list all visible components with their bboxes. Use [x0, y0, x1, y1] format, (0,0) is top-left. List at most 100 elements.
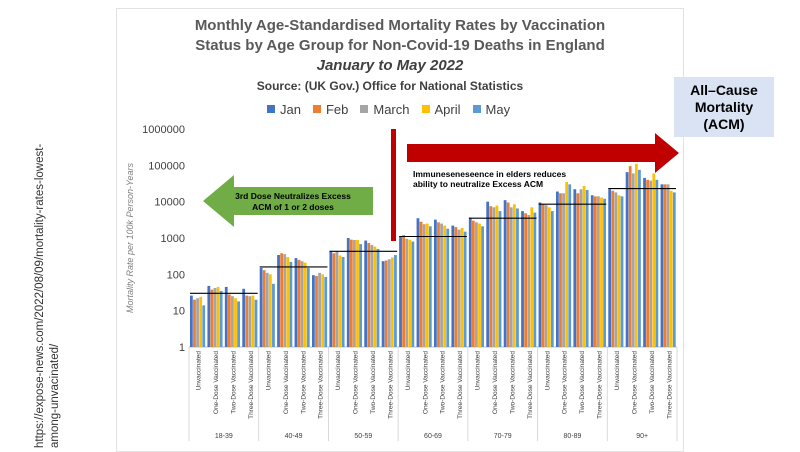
bar	[503, 200, 507, 347]
bar	[390, 257, 394, 347]
y-tick-label: 100000	[148, 160, 185, 172]
bar	[364, 240, 368, 347]
bar	[210, 289, 214, 347]
legend-item-may: May	[472, 102, 510, 117]
bar	[527, 214, 531, 347]
bar	[547, 207, 551, 347]
bar	[248, 296, 252, 347]
bar	[486, 201, 490, 347]
bar	[349, 239, 353, 347]
bar	[265, 272, 269, 347]
y-tick-label: 1000	[161, 233, 185, 245]
bar	[416, 218, 420, 347]
red-divider	[391, 129, 396, 241]
bar	[590, 195, 594, 347]
acm-label-line-3: (ACM)	[703, 115, 745, 132]
bar	[245, 295, 249, 347]
y-tick-label: 10000	[154, 197, 185, 209]
x-age-group-label: 70-79	[494, 433, 512, 440]
bar	[259, 267, 263, 347]
x-status-label: Unvaccinated	[475, 351, 482, 391]
legend-item-march: March	[360, 102, 410, 117]
x-status-label: Two-Dose Vaccinated	[231, 351, 238, 414]
bar	[318, 272, 321, 347]
bar	[460, 227, 464, 347]
bar	[475, 222, 478, 347]
red-right-arrow	[407, 133, 679, 173]
x-age-group-label: 80-89	[563, 433, 581, 440]
bar	[332, 253, 336, 347]
bar	[196, 298, 199, 347]
bar	[381, 261, 385, 347]
bar	[237, 301, 240, 347]
bar	[329, 251, 333, 347]
bar	[341, 256, 345, 347]
bar	[544, 205, 548, 347]
bar	[559, 193, 562, 347]
legend-swatch	[472, 105, 481, 113]
bar	[219, 290, 223, 347]
bar	[251, 295, 255, 347]
bar	[231, 296, 234, 347]
bar	[663, 184, 667, 347]
x-status-label: Unvaccinated	[405, 351, 412, 391]
x-status-label: Three-Dose Vaccinated	[248, 351, 255, 419]
bar	[669, 190, 673, 347]
x-age-group-label: 40-49	[285, 433, 303, 440]
bar	[312, 275, 315, 347]
bar	[272, 283, 275, 347]
bar	[370, 245, 374, 347]
bar	[506, 202, 510, 347]
bar	[582, 185, 586, 347]
bar	[321, 274, 325, 347]
bar	[303, 262, 307, 347]
bar	[634, 163, 638, 347]
x-age-group-label: 50-59	[354, 433, 372, 440]
bar	[387, 259, 391, 347]
bar	[268, 274, 272, 347]
bar	[524, 213, 528, 347]
bar	[428, 226, 432, 347]
bar	[402, 235, 406, 347]
y-tick-label: 100	[167, 269, 185, 281]
bar	[335, 251, 339, 347]
green-arrow-text-line-1: 3rd Dose Neutralizes Excess	[235, 191, 351, 201]
legend-swatch	[360, 105, 369, 113]
chart-title-line-1: Monthly Age-Standardised Mortality Rates…	[194, 17, 606, 34]
legend-item-feb: Feb	[312, 102, 348, 117]
x-status-label: Two-Dose Vaccinated	[370, 351, 377, 414]
x-status-label: One-Dose Vaccinated	[213, 351, 220, 414]
x-status-label: Two-Dose Vaccinated	[579, 351, 586, 414]
x-status-label: One-Dose Vaccinated	[562, 351, 569, 414]
bar	[481, 226, 484, 347]
bar	[216, 286, 220, 347]
bar	[565, 181, 569, 347]
bar	[399, 236, 402, 347]
x-status-label: One-Dose Vaccinated	[283, 351, 290, 414]
bar	[625, 172, 629, 347]
green-left-arrow	[203, 175, 373, 227]
bar	[359, 244, 362, 347]
bar	[338, 255, 342, 347]
bar	[443, 225, 447, 347]
bar	[655, 179, 659, 347]
bar	[568, 184, 572, 347]
bar	[454, 227, 458, 347]
bar	[190, 295, 193, 347]
bar	[660, 184, 664, 347]
source-url-line-2: among-unvacinated/	[49, 343, 61, 448]
bar	[478, 223, 481, 347]
bar	[631, 173, 635, 347]
bar	[509, 207, 513, 347]
bar	[495, 205, 499, 347]
x-status-label: One-Dose Vaccinated	[631, 351, 638, 414]
bar	[346, 238, 350, 347]
y-tick-label: 10	[173, 306, 185, 318]
bar	[254, 299, 258, 347]
red-arrow-text-line-2: ability to neutralize Excess ACM	[413, 179, 543, 189]
bar	[376, 248, 380, 347]
x-status-label: Two-Dose Vaccinated	[440, 351, 447, 414]
bar	[373, 246, 377, 347]
bar	[384, 260, 388, 347]
bar	[608, 189, 612, 347]
